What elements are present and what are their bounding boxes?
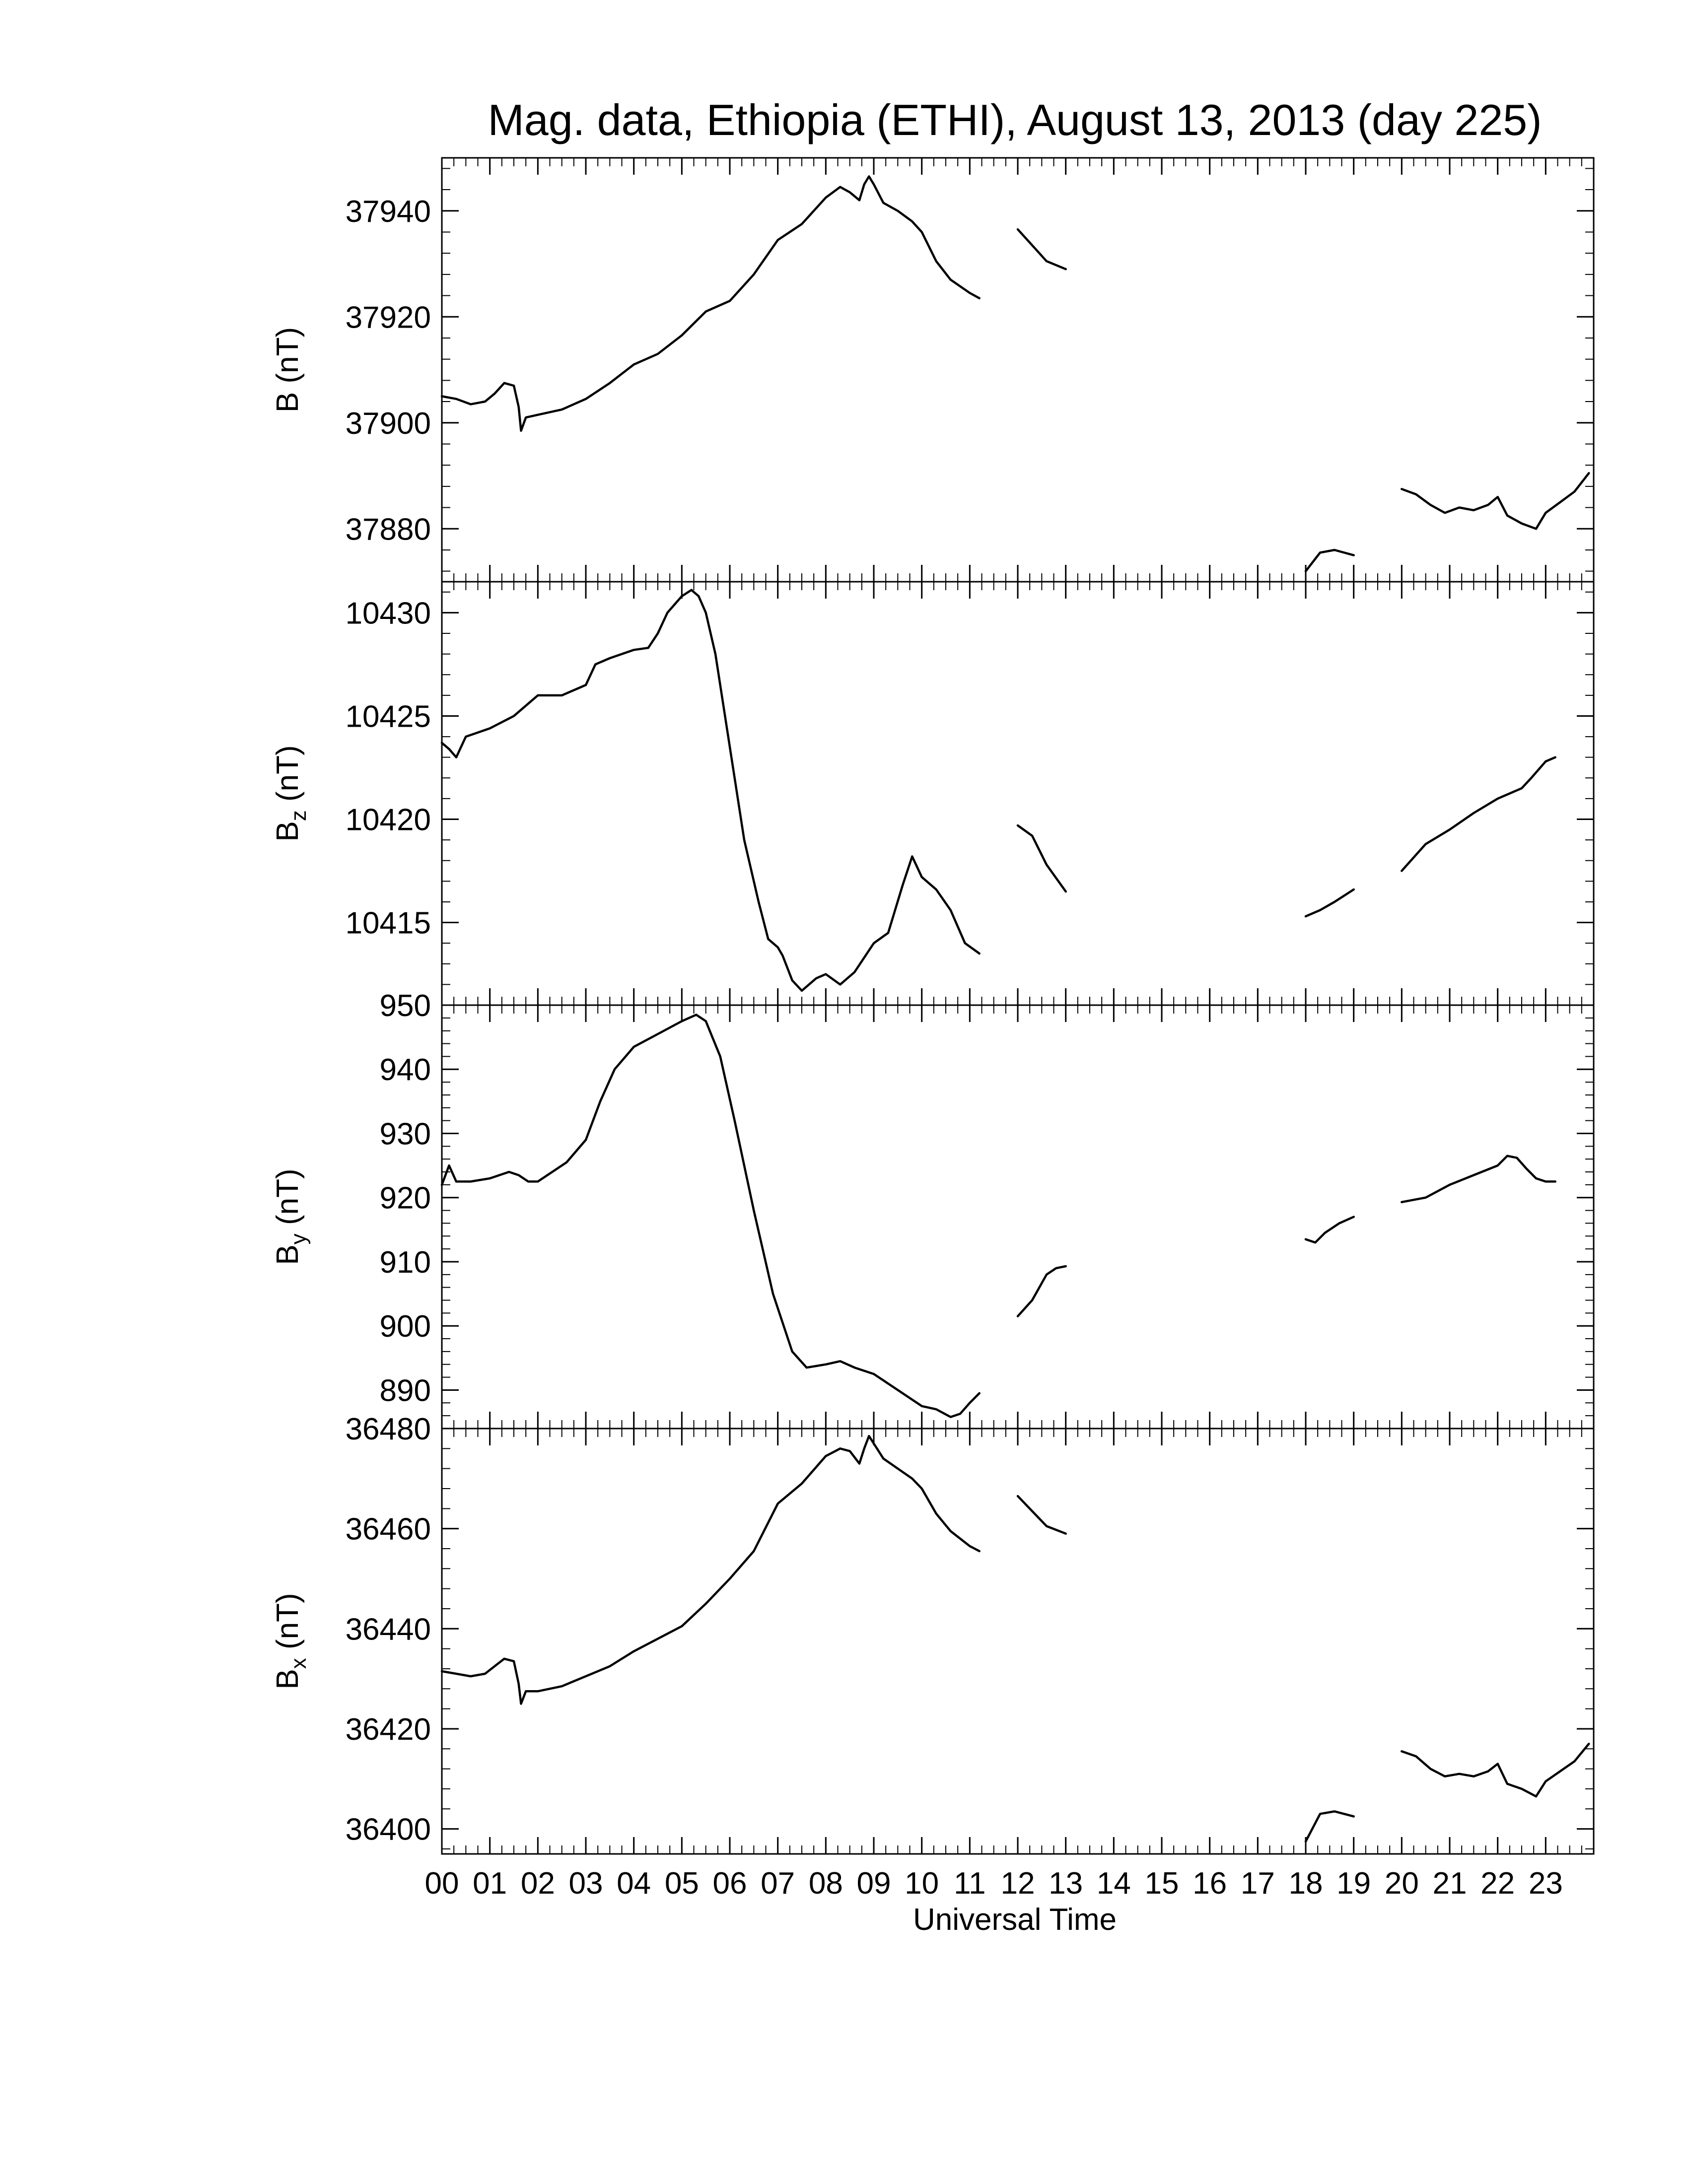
series-line-Bx bbox=[1401, 1742, 1590, 1798]
x-tick-label: 18 bbox=[1289, 1866, 1323, 1901]
x-tick-label: 01 bbox=[473, 1866, 507, 1901]
y-tick-label: 37940 bbox=[346, 195, 431, 229]
y-axis-label: B (nT) bbox=[271, 327, 305, 412]
series-line-B bbox=[1304, 548, 1355, 572]
x-tick-label: 07 bbox=[761, 1866, 795, 1901]
y-tick-label: 37880 bbox=[346, 512, 431, 546]
x-tick-label: 21 bbox=[1433, 1866, 1467, 1901]
y-axis-label: Bz (nT) bbox=[271, 745, 311, 841]
x-tick-label: 03 bbox=[569, 1866, 603, 1901]
panel-frame bbox=[441, 157, 1595, 583]
x-tick-label: 13 bbox=[1049, 1866, 1083, 1901]
panel-B: 37880 37900 37920 37940 B (nT) bbox=[271, 157, 1595, 583]
x-tick-label: 14 bbox=[1097, 1866, 1131, 1901]
series-line-By bbox=[440, 1014, 981, 1418]
x-tick-label: 16 bbox=[1193, 1866, 1227, 1901]
y-tick-label: 890 bbox=[380, 1373, 431, 1408]
series-line-Bx bbox=[1016, 1495, 1067, 1535]
y-tick-label: 37900 bbox=[346, 407, 431, 441]
x-tick-label: 04 bbox=[617, 1866, 651, 1901]
x-tick-labels: 00 01 02 03 04 05 06 07 08 09 10 11 12 13 14 15 16 17 18 19… bbox=[425, 1866, 1563, 1901]
chart-panels: 37880 37900 37920 37940 B (nT) 10415 10420 1042… bbox=[271, 157, 1595, 1855]
series-line-B bbox=[1401, 472, 1590, 530]
y-axis-label: Bx (nT) bbox=[271, 1593, 311, 1689]
y-tick-label: 10415 bbox=[346, 906, 431, 941]
series-line-By bbox=[1304, 1216, 1355, 1244]
y-tick-label: 37920 bbox=[346, 300, 431, 335]
y-axis-label: By (nT) bbox=[271, 1168, 311, 1265]
y-tick-label: 10420 bbox=[346, 803, 431, 837]
panel-frame bbox=[441, 581, 1595, 1006]
panel-By: 890 900 910 920 930 940 950 By (nT) bbox=[271, 989, 1595, 1430]
y-tick-label: 10430 bbox=[346, 596, 431, 630]
series-line-Bz bbox=[1016, 824, 1067, 893]
x-tick-label: 15 bbox=[1145, 1866, 1179, 1901]
y-tick-label: 36480 bbox=[346, 1412, 431, 1446]
x-tick-label: 02 bbox=[521, 1866, 555, 1901]
y-tick-label: 36400 bbox=[346, 1813, 431, 1847]
x-tick-label: 12 bbox=[1001, 1866, 1035, 1901]
x-tick-label: 10 bbox=[905, 1866, 939, 1901]
series-line-B bbox=[440, 175, 981, 432]
y-tick-label: 36420 bbox=[346, 1712, 431, 1747]
panel-Bz: 10415 10420 10425 10430 Bz (nT) bbox=[271, 581, 1595, 1006]
x-tick-label: 22 bbox=[1480, 1866, 1515, 1901]
y-tick-label: 920 bbox=[380, 1181, 431, 1216]
y-tick-label: 930 bbox=[380, 1117, 431, 1151]
series-line-Bz bbox=[1304, 888, 1355, 918]
y-tick-label: 910 bbox=[380, 1245, 431, 1280]
x-tick-label: 05 bbox=[665, 1866, 699, 1901]
x-tick-label: 19 bbox=[1336, 1866, 1371, 1901]
series-line-Bz bbox=[440, 589, 981, 992]
series-line-By bbox=[1401, 1155, 1556, 1204]
x-tick-label: 20 bbox=[1385, 1866, 1419, 1901]
x-tick-label: 23 bbox=[1529, 1866, 1563, 1901]
y-tick-label: 950 bbox=[380, 989, 431, 1023]
series-line-By bbox=[1016, 1265, 1067, 1318]
series-line-Bz bbox=[1401, 756, 1556, 872]
x-tick-label: 09 bbox=[857, 1866, 891, 1901]
panel-frame bbox=[441, 1428, 1595, 1855]
x-tick-label: 06 bbox=[713, 1866, 747, 1901]
x-tick-label: 00 bbox=[425, 1866, 459, 1901]
x-tick-label: 11 bbox=[954, 1866, 985, 1901]
series-line-Bx bbox=[1304, 1810, 1355, 1843]
y-tick-label: 10425 bbox=[346, 699, 431, 734]
y-tick-label: 36440 bbox=[346, 1612, 431, 1646]
chart-title: Mag. data, Ethiopia (ETHI), August 13, 2… bbox=[488, 95, 1542, 144]
y-tick-label: 36460 bbox=[346, 1512, 431, 1547]
panel-Bx: 36400 36420 36440 36460 36480 Bx (nT) bbox=[271, 1412, 1595, 1855]
y-tick-label: 900 bbox=[380, 1309, 431, 1344]
x-tick-label: 17 bbox=[1241, 1866, 1275, 1901]
series-line-B bbox=[1016, 228, 1067, 271]
x-axis-label: Universal Time bbox=[913, 1903, 1117, 1937]
x-tick-label: 08 bbox=[809, 1866, 843, 1901]
series-line-Bx bbox=[440, 1434, 981, 1705]
y-tick-label: 940 bbox=[380, 1053, 431, 1087]
